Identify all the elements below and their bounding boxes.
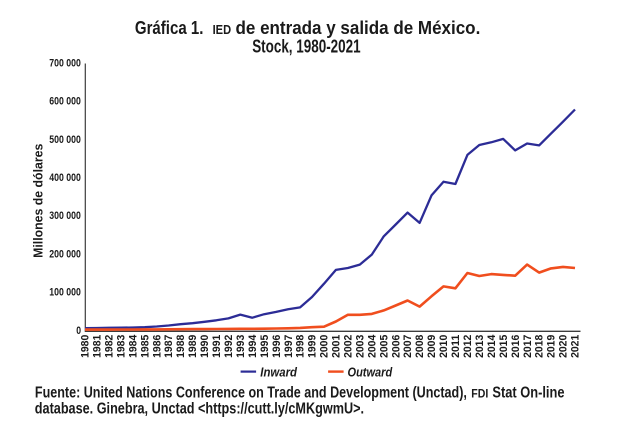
svg-text:Fuente: United Nations Confere: Fuente: United Nations Conference on Tra… <box>35 384 467 401</box>
svg-text:1982: 1982 <box>104 335 116 358</box>
svg-text:1992: 1992 <box>223 335 235 358</box>
svg-text:1997: 1997 <box>283 335 295 358</box>
svg-text:2020: 2020 <box>558 335 570 358</box>
svg-text:1981: 1981 <box>92 335 104 358</box>
svg-text:1990: 1990 <box>199 335 211 358</box>
svg-text:1989: 1989 <box>187 335 199 358</box>
svg-text:1999: 1999 <box>307 335 319 358</box>
svg-text:1984: 1984 <box>127 335 139 358</box>
svg-text:600 000: 600 000 <box>49 96 81 108</box>
svg-text:2011: 2011 <box>450 335 462 358</box>
svg-text:Millones de dólares: Millones de dólares <box>32 144 46 258</box>
svg-text:2003: 2003 <box>354 335 366 358</box>
svg-text:1986: 1986 <box>151 335 163 358</box>
svg-text:1996: 1996 <box>271 335 283 358</box>
svg-text:1993: 1993 <box>235 335 247 358</box>
svg-text:2019: 2019 <box>546 335 558 358</box>
svg-text:IED: IED <box>213 22 232 37</box>
svg-text:2004: 2004 <box>366 335 378 358</box>
svg-text:2021: 2021 <box>570 335 582 358</box>
svg-text:Gráfica 1.: Gráfica 1. <box>135 18 204 38</box>
svg-text:1987: 1987 <box>163 335 175 358</box>
svg-text:2006: 2006 <box>390 335 402 358</box>
svg-text:100 000: 100 000 <box>49 287 81 299</box>
svg-text:2002: 2002 <box>343 335 355 358</box>
svg-text:2015: 2015 <box>498 335 510 358</box>
svg-text:400 000: 400 000 <box>49 172 81 184</box>
svg-text:2014: 2014 <box>486 335 498 358</box>
svg-text:1985: 1985 <box>139 335 151 358</box>
svg-text:2000: 2000 <box>319 335 331 358</box>
svg-text:500 000: 500 000 <box>49 134 81 146</box>
svg-text:1994: 1994 <box>247 335 259 358</box>
svg-text:2009: 2009 <box>426 335 438 358</box>
svg-text:200 000: 200 000 <box>49 248 81 260</box>
svg-text:2010: 2010 <box>438 335 450 358</box>
svg-text:2001: 2001 <box>331 335 343 358</box>
svg-text:Outward: Outward <box>348 364 394 379</box>
svg-text:de entrada y salida de México.: de entrada y salida de México. <box>236 18 481 38</box>
svg-text:Inward: Inward <box>260 364 298 379</box>
svg-text:2018: 2018 <box>534 335 546 358</box>
svg-text:2007: 2007 <box>402 335 414 358</box>
svg-text:2005: 2005 <box>378 335 390 358</box>
svg-text:2012: 2012 <box>462 335 474 358</box>
svg-text:2016: 2016 <box>510 335 522 358</box>
svg-text:1995: 1995 <box>259 335 271 358</box>
svg-text:1988: 1988 <box>175 335 187 358</box>
svg-text:2017: 2017 <box>522 335 534 358</box>
svg-text:300 000: 300 000 <box>49 210 81 222</box>
svg-text:1998: 1998 <box>295 335 307 358</box>
svg-text:1983: 1983 <box>115 335 127 358</box>
svg-text:2008: 2008 <box>414 335 426 358</box>
svg-text:database. Ginebra, Unctad <htt: database. Ginebra, Unctad <https://cutt.… <box>35 401 364 418</box>
svg-text:2013: 2013 <box>474 335 486 358</box>
svg-text:700 000: 700 000 <box>49 57 81 69</box>
svg-text:0: 0 <box>76 325 81 337</box>
svg-text:Stat On-line: Stat On-line <box>492 384 564 401</box>
svg-text:1991: 1991 <box>211 335 223 358</box>
svg-text:1980: 1980 <box>80 335 92 358</box>
svg-text:Stock, 1980-2021: Stock, 1980-2021 <box>252 37 360 57</box>
svg-text:FDI: FDI <box>471 386 488 400</box>
